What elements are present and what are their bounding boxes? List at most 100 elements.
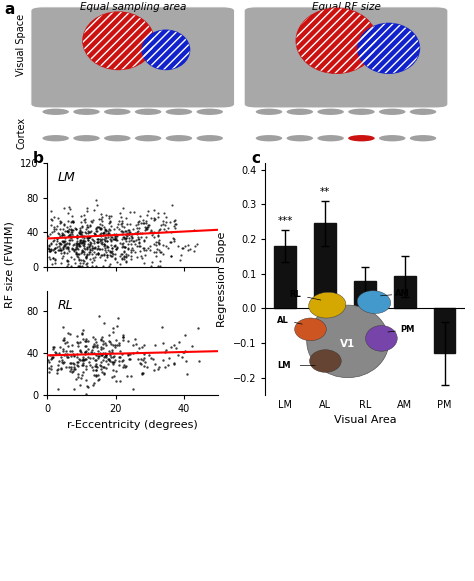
Point [111, 242, 118, 251]
Point [72, 245, 80, 254]
Point [64, 227, 72, 236]
Point [107, 352, 115, 361]
Point [73, 337, 81, 346]
Point [60, 240, 68, 249]
Point [80, 210, 88, 220]
Point [137, 218, 145, 227]
Text: c: c [251, 151, 260, 166]
Point [75, 240, 82, 249]
Point [83, 206, 91, 216]
Point [75, 228, 83, 238]
Point [155, 225, 163, 235]
Point [60, 220, 68, 229]
Point [99, 339, 106, 349]
Point [108, 240, 115, 249]
Point [111, 343, 118, 352]
Point [94, 249, 102, 258]
Point [61, 339, 69, 348]
Point [59, 357, 66, 367]
Point [73, 250, 81, 259]
Point [111, 235, 119, 244]
Point [135, 235, 142, 244]
Point [69, 225, 76, 235]
Point [45, 231, 52, 241]
Point [139, 218, 147, 227]
Point [80, 239, 88, 248]
Point [45, 358, 52, 367]
Point [140, 353, 148, 363]
Ellipse shape [43, 214, 69, 221]
Point [58, 237, 66, 246]
Point [92, 261, 100, 271]
Point [85, 242, 93, 251]
Point [128, 251, 135, 260]
Point [75, 254, 82, 264]
Point [131, 228, 138, 238]
Ellipse shape [379, 109, 405, 115]
Point [77, 229, 85, 238]
Point [163, 226, 170, 235]
Point [45, 243, 52, 252]
Point [137, 233, 145, 242]
Point [46, 246, 54, 256]
Point [128, 371, 135, 381]
Point [73, 241, 80, 250]
Point [117, 220, 125, 229]
Point [105, 229, 112, 238]
Point [139, 243, 146, 253]
Point [81, 256, 88, 266]
Point [55, 356, 63, 365]
Text: Equal sampling area: Equal sampling area [80, 2, 186, 12]
Point [119, 238, 127, 248]
Point [84, 382, 92, 391]
Point [73, 238, 81, 248]
Point [82, 229, 90, 238]
Point [77, 223, 84, 232]
Point [152, 251, 160, 260]
Point [66, 205, 73, 214]
Point [111, 232, 118, 242]
Point [92, 227, 100, 236]
Point [127, 355, 134, 364]
Point [82, 342, 90, 351]
Point [80, 234, 88, 243]
Point [132, 334, 139, 343]
Point [94, 241, 102, 250]
Point [122, 252, 130, 261]
Point [140, 259, 147, 268]
Point [103, 250, 111, 260]
Point [167, 227, 174, 236]
Point [170, 236, 178, 246]
Point [85, 248, 92, 257]
Point [73, 243, 81, 253]
Point [101, 236, 109, 246]
Point [47, 245, 55, 254]
Point [190, 246, 198, 255]
Point [154, 232, 162, 241]
Point [83, 245, 91, 254]
Point [76, 236, 84, 246]
Point [141, 222, 148, 231]
Point [66, 231, 74, 241]
Point [83, 223, 91, 232]
Point [71, 239, 78, 249]
Point [128, 245, 135, 254]
Point [118, 234, 125, 243]
Point [47, 221, 55, 230]
Point [89, 235, 96, 244]
Point [119, 204, 127, 213]
Point [90, 349, 98, 358]
Point [89, 253, 97, 263]
Point [116, 252, 124, 261]
Point [138, 370, 146, 379]
Ellipse shape [318, 135, 344, 141]
Point [47, 215, 55, 224]
Point [63, 362, 70, 371]
Ellipse shape [379, 188, 405, 194]
Point [94, 354, 102, 363]
Point [78, 356, 86, 365]
Point [92, 356, 100, 365]
Point [95, 352, 103, 361]
Point [66, 222, 74, 231]
Point [120, 254, 128, 264]
